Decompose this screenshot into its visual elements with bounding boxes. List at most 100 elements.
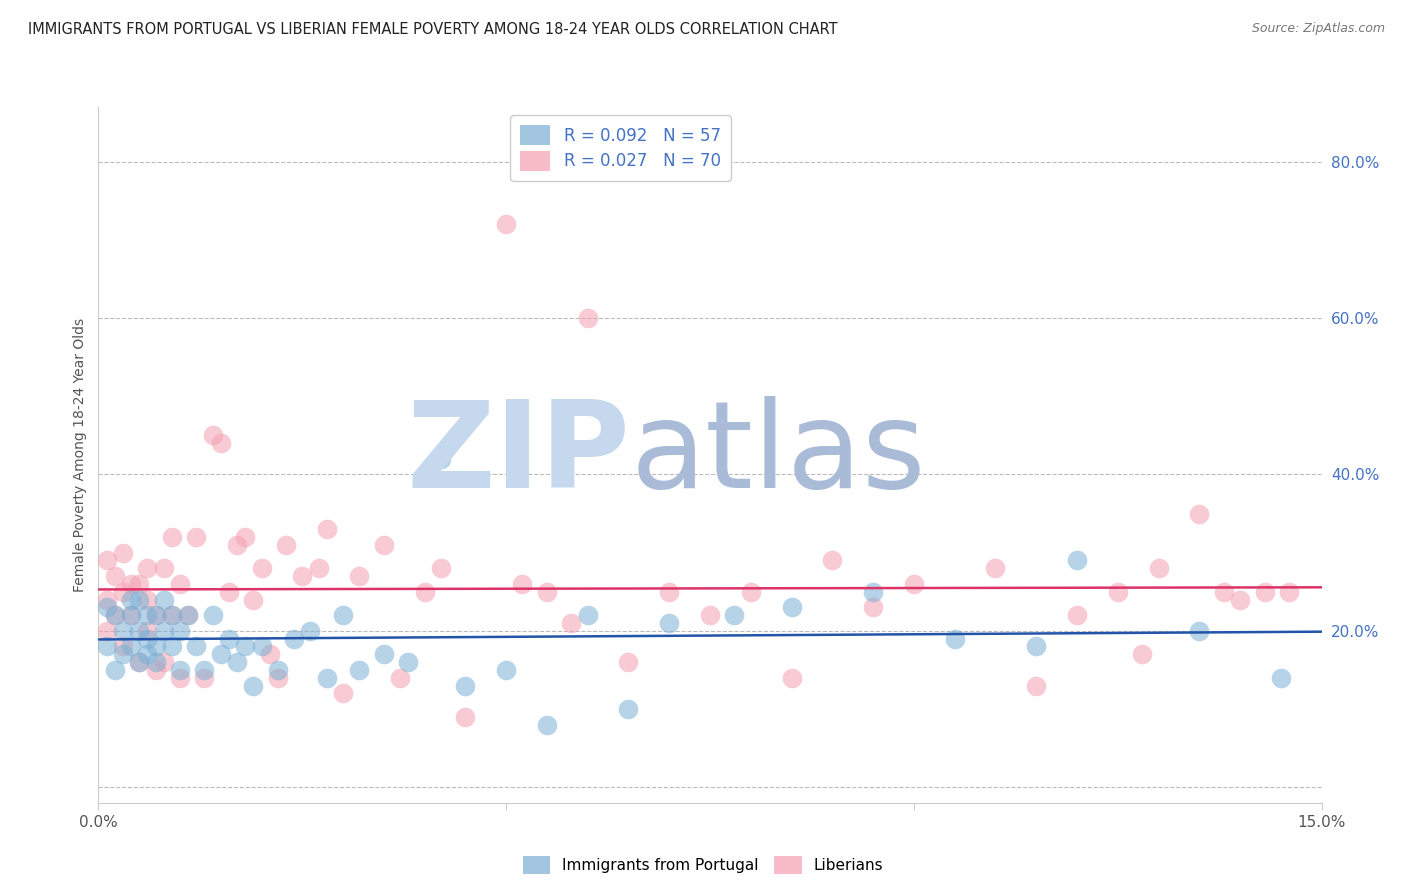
- Point: [120, 577, 142, 591]
- Point: [373, 647, 395, 661]
- Point: [177, 608, 200, 623]
- Point: [560, 615, 582, 630]
- Point: [104, 569, 127, 583]
- Point: [1025, 679, 1047, 693]
- Point: [454, 679, 477, 693]
- Point: [233, 530, 256, 544]
- Point: [96, 624, 118, 638]
- Text: atlas: atlas: [630, 396, 927, 514]
- Point: [111, 584, 134, 599]
- Point: [120, 608, 142, 623]
- Point: [495, 217, 517, 231]
- Point: [1147, 561, 1170, 575]
- Point: [373, 538, 395, 552]
- Point: [862, 584, 884, 599]
- Point: [160, 530, 183, 544]
- Point: [1130, 647, 1153, 661]
- Y-axis label: Female Poverty Among 18-24 Year Olds: Female Poverty Among 18-24 Year Olds: [73, 318, 87, 592]
- Point: [903, 577, 925, 591]
- Point: [740, 584, 762, 599]
- Point: [111, 640, 134, 654]
- Point: [332, 686, 354, 700]
- Text: ZIP: ZIP: [406, 396, 630, 514]
- Point: [145, 640, 167, 654]
- Point: [145, 608, 167, 623]
- Point: [250, 640, 273, 654]
- Point: [267, 663, 290, 677]
- Point: [1253, 584, 1275, 599]
- Point: [128, 624, 150, 638]
- Point: [984, 561, 1007, 575]
- Point: [576, 608, 599, 623]
- Point: [1278, 584, 1301, 599]
- Point: [193, 663, 215, 677]
- Point: [315, 522, 337, 536]
- Point: [96, 600, 118, 615]
- Point: [136, 647, 159, 661]
- Legend: Immigrants from Portugal, Liberians: Immigrants from Portugal, Liberians: [516, 850, 890, 880]
- Point: [177, 608, 200, 623]
- Point: [349, 663, 371, 677]
- Point: [120, 608, 142, 623]
- Point: [152, 624, 174, 638]
- Point: [1025, 640, 1047, 654]
- Point: [512, 577, 534, 591]
- Point: [128, 655, 150, 669]
- Point: [1188, 507, 1211, 521]
- Point: [495, 663, 517, 677]
- Point: [658, 615, 681, 630]
- Point: [169, 671, 191, 685]
- Point: [128, 655, 150, 669]
- Legend: R = 0.092   N = 57, R = 0.027   N = 70: R = 0.092 N = 57, R = 0.027 N = 70: [510, 115, 731, 180]
- Point: [267, 671, 290, 685]
- Point: [576, 311, 599, 326]
- Point: [943, 632, 966, 646]
- Point: [413, 584, 436, 599]
- Point: [111, 624, 134, 638]
- Point: [1212, 584, 1234, 599]
- Point: [242, 679, 264, 693]
- Point: [315, 671, 337, 685]
- Point: [723, 608, 745, 623]
- Point: [136, 624, 159, 638]
- Point: [104, 608, 127, 623]
- Point: [152, 655, 174, 669]
- Point: [136, 592, 159, 607]
- Text: Source: ZipAtlas.com: Source: ZipAtlas.com: [1251, 22, 1385, 36]
- Point: [209, 436, 232, 450]
- Point: [536, 584, 558, 599]
- Point: [259, 647, 281, 661]
- Point: [96, 592, 118, 607]
- Point: [186, 530, 208, 544]
- Point: [396, 655, 419, 669]
- Point: [136, 608, 159, 623]
- Point: [658, 584, 681, 599]
- Point: [454, 710, 477, 724]
- Point: [291, 569, 314, 583]
- Point: [169, 624, 191, 638]
- Point: [104, 608, 127, 623]
- Point: [169, 663, 191, 677]
- Point: [430, 561, 453, 575]
- Point: [821, 553, 844, 567]
- Point: [145, 655, 167, 669]
- Point: [160, 640, 183, 654]
- Point: [111, 546, 134, 560]
- Point: [145, 608, 167, 623]
- Point: [136, 632, 159, 646]
- Point: [160, 608, 183, 623]
- Point: [152, 592, 174, 607]
- Point: [1066, 553, 1088, 567]
- Point: [160, 608, 183, 623]
- Point: [111, 647, 134, 661]
- Point: [218, 632, 240, 646]
- Point: [1229, 592, 1251, 607]
- Point: [617, 702, 640, 716]
- Point: [201, 428, 224, 442]
- Point: [283, 632, 305, 646]
- Point: [201, 608, 224, 623]
- Point: [780, 600, 803, 615]
- Point: [152, 561, 174, 575]
- Point: [780, 671, 803, 685]
- Point: [1066, 608, 1088, 623]
